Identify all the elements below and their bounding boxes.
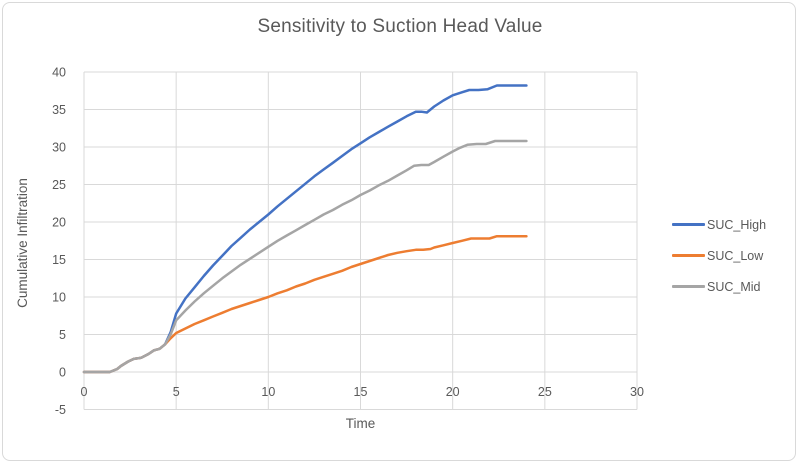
legend: SUC_High SUC_Low SUC_Mid — [672, 209, 792, 302]
legend-item: SUC_Low — [672, 240, 792, 271]
y-axis-title: Cumulative Infiltration — [15, 178, 30, 308]
legend-item: SUC_Mid — [672, 271, 792, 302]
y-tick-label: 35 — [52, 103, 66, 117]
y-tick-label: -5 — [55, 403, 66, 417]
y-tick-label: 5 — [59, 328, 66, 342]
chart-frame — [2, 2, 796, 461]
y-tick-label: 0 — [59, 365, 66, 379]
chart-title: Sensitivity to Suction Head Value — [257, 16, 543, 37]
x-tick-label: 5 — [173, 385, 180, 399]
legend-line-sample — [672, 285, 705, 288]
series-line — [82, 84, 528, 374]
y-tick-label: 25 — [52, 178, 66, 192]
legend-item: SUC_High — [672, 209, 792, 240]
legend-line-sample — [672, 223, 705, 226]
x-axis-title: Time — [345, 416, 376, 431]
x-tick-label: 10 — [261, 385, 275, 399]
legend-label: SUC_High — [707, 217, 767, 232]
x-tick-label: 30 — [630, 385, 644, 399]
y-tick-label: 15 — [52, 253, 66, 267]
y-tick-label: 40 — [52, 65, 66, 79]
x-tick-label: 15 — [354, 385, 368, 399]
x-tick-label: 25 — [538, 385, 552, 399]
series-line — [82, 139, 528, 374]
y-tick-label: 10 — [52, 290, 66, 304]
legend-line-sample — [672, 254, 705, 257]
y-tick-label: 20 — [52, 215, 66, 229]
legend-label: SUC_Mid — [707, 279, 761, 294]
y-tick-label: 30 — [52, 140, 66, 154]
x-tick-label: 0 — [81, 385, 88, 399]
legend-label: SUC_Low — [707, 248, 764, 263]
x-tick-label: 20 — [446, 385, 460, 399]
